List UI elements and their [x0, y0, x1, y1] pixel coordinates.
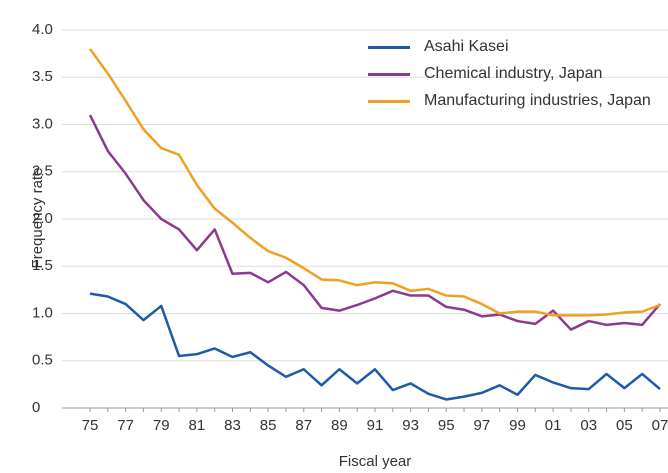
y-tick-label: 3.0 — [32, 115, 53, 132]
y-tick-label: 2.5 — [32, 163, 53, 180]
x-tick-label: 97 — [474, 417, 491, 434]
y-tick-label: 3.5 — [32, 68, 53, 85]
y-axis-title: Frequency rate — [29, 168, 46, 269]
legend-entry: Manufacturing industries, Japan — [368, 88, 664, 114]
series-line — [89, 292, 661, 401]
legend-label: Asahi Kasei — [424, 38, 509, 55]
x-tick-label: 75 — [82, 417, 99, 434]
series-line — [88, 114, 661, 331]
x-axis-title: Fiscal year — [339, 453, 412, 470]
y-tick-label: 0 — [32, 399, 40, 416]
x-tick-label: 93 — [402, 417, 419, 434]
y-tick-label: 1.0 — [32, 304, 53, 321]
x-tick-label: 01 — [545, 417, 562, 434]
x-tick-label: 95 — [438, 417, 455, 434]
x-tick-label: 05 — [616, 417, 633, 434]
legend-swatch — [368, 73, 410, 76]
x-tick-label: 85 — [260, 417, 277, 434]
legend: Asahi Kasei Chemical industry, Japan Manuf… — [368, 34, 668, 115]
x-tick-label: 87 — [295, 417, 312, 434]
x-tick-label: 79 — [153, 417, 170, 434]
y-tick-label: 0.5 — [32, 352, 53, 369]
y-tick-label: 4.0 — [32, 21, 53, 38]
legend-swatch — [368, 100, 410, 103]
x-tick-label: 81 — [189, 417, 206, 434]
x-tick-label: 91 — [367, 417, 384, 434]
y-tick-label: 1.5 — [32, 257, 53, 274]
x-tick-label: 83 — [224, 417, 241, 434]
series-line — [88, 48, 661, 317]
x-tick-label: 89 — [331, 417, 348, 434]
y-tick-label: 2.0 — [32, 210, 53, 227]
legend-entry: Chemical industry, Japan — [368, 61, 664, 87]
legend-swatch — [368, 46, 410, 49]
x-tick-label: 77 — [117, 417, 134, 434]
x-tick-label: 07 — [652, 417, 668, 434]
legend-label: Chemical industry, Japan — [424, 65, 603, 82]
x-tick-label: 03 — [580, 417, 597, 434]
x-tick-label: 99 — [509, 417, 526, 434]
legend-entry: Asahi Kasei — [368, 34, 664, 60]
legend-label: Manufacturing industries, Japan — [424, 92, 651, 109]
